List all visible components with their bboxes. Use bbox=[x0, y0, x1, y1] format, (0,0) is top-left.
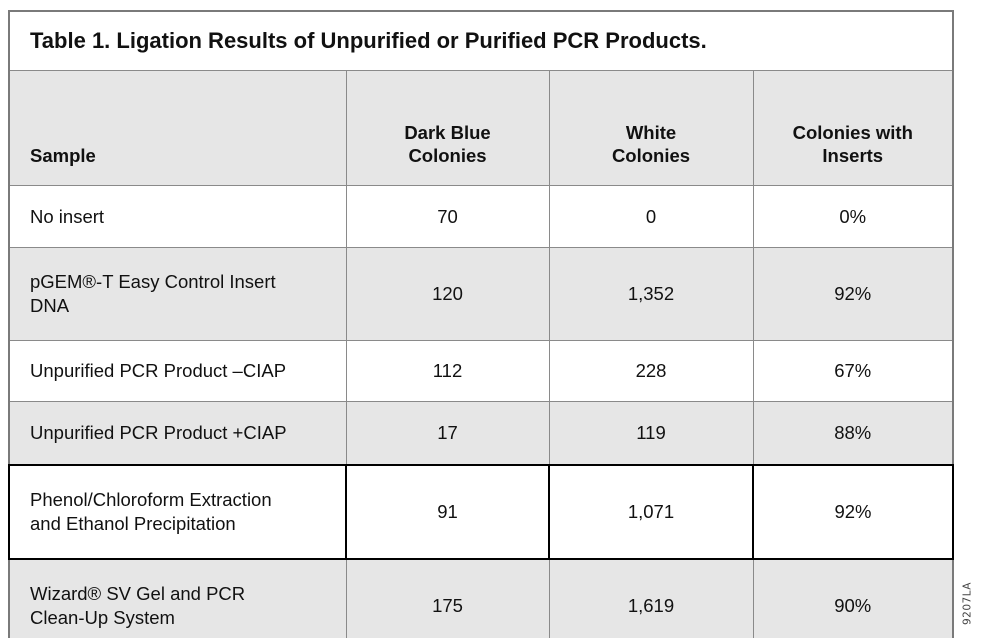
table-row: Phenol/Chloroform Extraction and Ethanol… bbox=[8, 464, 955, 560]
cell-sample: Unpurified PCR Product +CIAP bbox=[8, 401, 347, 466]
table-header-row: Sample Dark Blue Colonies White Colonies… bbox=[8, 70, 954, 186]
table-title-row: Table 1. Ligation Results of Unpurified … bbox=[8, 10, 954, 71]
figure-code: 9207LA bbox=[961, 582, 974, 625]
cell-sample: No insert bbox=[8, 185, 347, 248]
cell-dark-blue-colonies: 17 bbox=[345, 401, 550, 466]
cell-white-colonies: 119 bbox=[548, 401, 754, 466]
cell-colonies-with-inserts: 90% bbox=[752, 558, 954, 638]
ligation-results-table: Table 1. Ligation Results of Unpurified … bbox=[8, 10, 955, 638]
cell-dark-blue-colonies: 175 bbox=[345, 558, 550, 638]
cell-dark-blue-colonies: 91 bbox=[345, 464, 550, 560]
cell-sample: pGEM®-T Easy Control Insert DNA bbox=[8, 247, 347, 341]
column-header-sample: Sample bbox=[8, 70, 347, 186]
cell-colonies-with-inserts: 67% bbox=[752, 340, 954, 402]
column-header-dark-blue-colonies: Dark Blue Colonies bbox=[345, 70, 550, 186]
cell-white-colonies: 1,619 bbox=[548, 558, 754, 638]
cell-colonies-with-inserts: 88% bbox=[752, 401, 954, 466]
table-row: Unpurified PCR Product –CIAP 112 228 67% bbox=[8, 340, 954, 402]
table-title: Table 1. Ligation Results of Unpurified … bbox=[8, 10, 954, 71]
column-header-colonies-with-inserts: Colonies with Inserts bbox=[752, 70, 954, 186]
cell-white-colonies: 1,352 bbox=[548, 247, 754, 341]
cell-colonies-with-inserts: 92% bbox=[752, 247, 954, 341]
table-row: Unpurified PCR Product +CIAP 17 119 88% bbox=[8, 401, 954, 466]
cell-sample: Phenol/Chloroform Extraction and Ethanol… bbox=[8, 464, 347, 560]
cell-sample: Wizard® SV Gel and PCR Clean-Up System bbox=[8, 558, 347, 638]
table-row: pGEM®-T Easy Control Insert DNA 120 1,35… bbox=[8, 247, 954, 341]
cell-colonies-with-inserts: 0% bbox=[752, 185, 954, 248]
cell-colonies-with-inserts: 92% bbox=[751, 464, 955, 560]
cell-sample: Unpurified PCR Product –CIAP bbox=[8, 340, 347, 402]
column-header-white-colonies: White Colonies bbox=[548, 70, 754, 186]
cell-white-colonies: 228 bbox=[548, 340, 754, 402]
cell-white-colonies: 0 bbox=[548, 185, 754, 248]
cell-dark-blue-colonies: 112 bbox=[345, 340, 550, 402]
table-row: Wizard® SV Gel and PCR Clean-Up System 1… bbox=[8, 558, 954, 638]
cell-dark-blue-colonies: 120 bbox=[345, 247, 550, 341]
table-row: No insert 70 0 0% bbox=[8, 185, 954, 248]
cell-dark-blue-colonies: 70 bbox=[345, 185, 550, 248]
cell-white-colonies: 1,071 bbox=[548, 464, 754, 560]
